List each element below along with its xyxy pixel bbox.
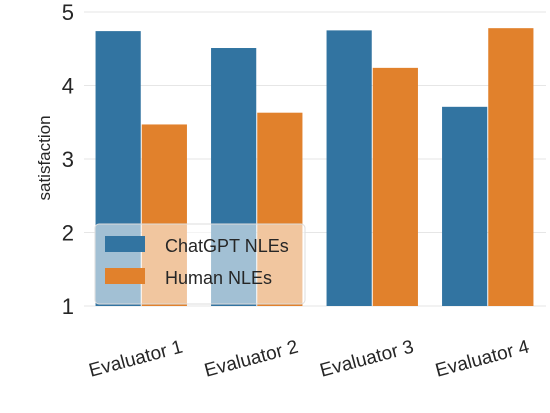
legend-label: ChatGPT NLEs (165, 236, 289, 256)
legend: ChatGPT NLEs Human NLEs (94, 223, 306, 305)
y-tick-label: 5 (62, 0, 74, 25)
bar (372, 67, 418, 306)
y-axis: 1 2 3 4 5 (62, 0, 74, 319)
y-tick-label: 2 (62, 221, 74, 246)
bar (488, 28, 534, 306)
legend-box (94, 223, 306, 305)
bar (442, 106, 488, 306)
y-tick-label: 1 (62, 294, 74, 319)
y-tick-label: 3 (62, 147, 74, 172)
legend-swatch (105, 236, 145, 252)
legend-swatch (105, 268, 145, 284)
bar (326, 30, 372, 306)
y-axis-label: satisfaction (35, 115, 54, 200)
legend-label: Human NLEs (165, 268, 272, 288)
y-tick-label: 4 (62, 74, 74, 99)
